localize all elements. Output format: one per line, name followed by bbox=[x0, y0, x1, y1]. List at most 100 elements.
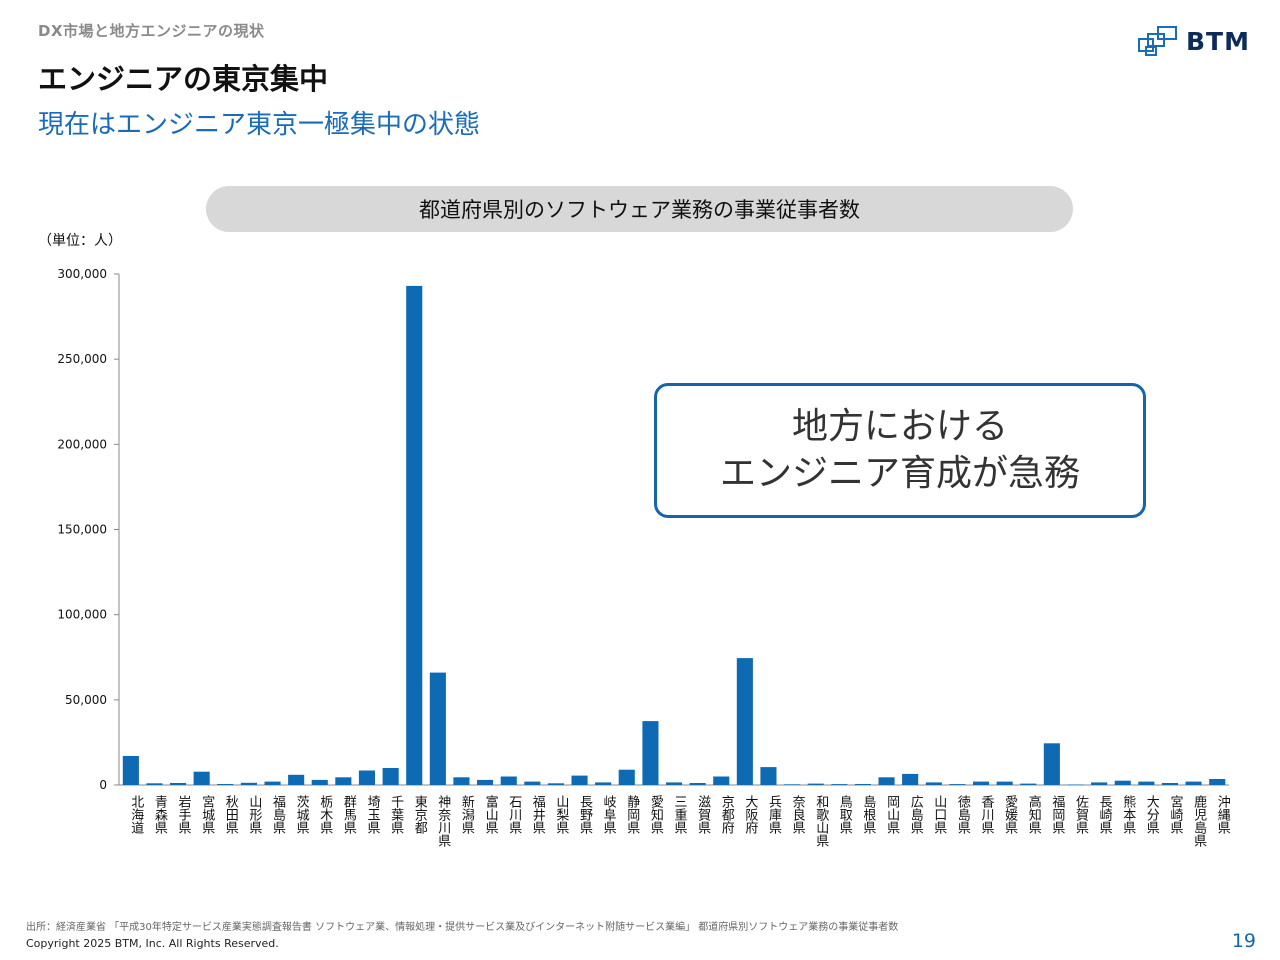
bar bbox=[547, 783, 564, 785]
btm-logo-icon bbox=[1138, 26, 1177, 56]
x-tick-label: 沖縄県 bbox=[1215, 795, 1231, 834]
bar bbox=[902, 773, 919, 785]
x-tick-label: 愛媛県 bbox=[1002, 795, 1018, 834]
bar bbox=[217, 784, 234, 785]
bar bbox=[1209, 779, 1226, 785]
x-tick-label: 宮城県 bbox=[199, 794, 215, 834]
x-tick-label: 京都府 bbox=[719, 795, 735, 835]
y-tick-label: 200,000 bbox=[57, 437, 107, 451]
x-tick-label: 千葉県 bbox=[388, 795, 404, 834]
bar bbox=[382, 768, 399, 785]
breadcrumb: DX市場と地方エンジニアの現状 bbox=[38, 22, 265, 40]
x-tick-label: 愛知県 bbox=[648, 795, 664, 834]
x-tick-label: 山形県 bbox=[246, 795, 262, 834]
x-tick-label: 福島県 bbox=[270, 795, 286, 834]
x-tick-label: 青森県 bbox=[152, 795, 168, 834]
y-tick-label: 300,000 bbox=[57, 267, 107, 281]
bar-chart: 0 50,000 100,000 150,000 200,000 250,000 300,0… bbox=[57, 267, 1231, 847]
x-tick-label: 長野県 bbox=[577, 795, 593, 834]
y-tick-label: 0 bbox=[99, 778, 107, 792]
x-tick-label: 福岡県 bbox=[1049, 795, 1065, 834]
bar bbox=[666, 782, 683, 785]
bar bbox=[878, 777, 895, 785]
bar bbox=[1091, 782, 1108, 785]
bar bbox=[170, 783, 187, 785]
x-tick-label: 高知県 bbox=[1026, 794, 1042, 834]
page-number: 19 bbox=[1231, 930, 1256, 952]
bar bbox=[477, 779, 494, 785]
x-tick-label: 北海道 bbox=[128, 795, 144, 834]
x-tick-label: 佐賀県 bbox=[1073, 795, 1089, 834]
x-tick-label: 奈良県 bbox=[790, 795, 806, 834]
bar bbox=[996, 781, 1013, 785]
x-tick-label: 静岡県 bbox=[624, 795, 640, 834]
logo-text: BTM bbox=[1186, 26, 1250, 56]
x-tick-label: 神奈川県 bbox=[435, 795, 451, 847]
copyright: Copyright 2025 BTM, Inc. All Rights Rese… bbox=[26, 937, 279, 950]
logo: BTM bbox=[1138, 24, 1250, 58]
x-tick-label: 熊本県 bbox=[1120, 794, 1136, 834]
bar bbox=[831, 784, 848, 785]
y-tick-label: 150,000 bbox=[57, 523, 107, 537]
bar bbox=[736, 658, 753, 785]
bar bbox=[760, 767, 777, 785]
x-tick-label: 石川県 bbox=[506, 795, 522, 834]
x-tick-label: 島根県 bbox=[860, 795, 876, 834]
x-tick-label: 和歌山県 bbox=[813, 795, 829, 847]
page-title: エンジニアの東京集中 bbox=[38, 62, 329, 96]
bar bbox=[311, 779, 328, 785]
bar bbox=[524, 781, 541, 785]
x-tick-label: 山梨県 bbox=[553, 795, 569, 834]
y-tick-label: 250,000 bbox=[57, 352, 107, 366]
x-tick-label: 大分県 bbox=[1144, 795, 1160, 834]
bar bbox=[854, 784, 871, 785]
x-tick-label: 長崎県 bbox=[1097, 795, 1113, 834]
x-tick-label: 鳥取県 bbox=[837, 795, 853, 834]
x-tick-label: 福井県 bbox=[530, 795, 546, 834]
x-tick-label: 大阪府 bbox=[742, 795, 758, 835]
x-tick-label: 宮崎県 bbox=[1168, 794, 1184, 834]
bar bbox=[689, 783, 706, 785]
bar bbox=[146, 783, 163, 785]
x-tick-label: 栃木県 bbox=[317, 795, 333, 834]
x-tick-label: 埼玉県 bbox=[365, 795, 381, 834]
bar bbox=[1020, 783, 1037, 785]
bar bbox=[453, 777, 470, 785]
bar bbox=[571, 775, 588, 785]
page-subtitle: 現在はエンジニア東京一極集中の状態 bbox=[38, 110, 481, 140]
callout-box: 地方における エンジニア育成が急務 bbox=[654, 383, 1146, 518]
bar bbox=[264, 781, 281, 785]
y-tick-label: 50,000 bbox=[65, 693, 107, 707]
x-tick-label: 広島県 bbox=[908, 795, 924, 834]
bar bbox=[1138, 781, 1155, 785]
bar bbox=[618, 769, 635, 785]
bar bbox=[193, 771, 210, 785]
bar bbox=[807, 783, 824, 785]
callout-line-1: 地方における bbox=[791, 405, 1008, 447]
y-tick-label: 100,000 bbox=[57, 608, 107, 622]
bar bbox=[642, 721, 659, 785]
x-tick-label: 香川県 bbox=[979, 795, 995, 834]
bar bbox=[949, 784, 966, 785]
unit-label: （単位：人） bbox=[38, 233, 122, 249]
callout-line-2: エンジニア育成が急務 bbox=[719, 452, 1080, 494]
bar bbox=[429, 672, 446, 785]
bar bbox=[122, 756, 139, 785]
x-tick-label: 鹿児島県 bbox=[1191, 794, 1207, 847]
bar bbox=[500, 776, 517, 785]
chart-title: 都道府県別のソフトウェア業務の事業従事者数 bbox=[206, 186, 1073, 232]
x-tick-label: 滋賀県 bbox=[695, 795, 711, 834]
x-tick-label: 岐阜県 bbox=[601, 795, 617, 834]
bar bbox=[288, 774, 305, 785]
x-tick-label: 山口県 bbox=[931, 795, 947, 834]
x-tick-label: 三重県 bbox=[672, 795, 688, 834]
bar bbox=[784, 784, 801, 785]
x-tick-label: 岡山県 bbox=[884, 795, 900, 834]
bar bbox=[335, 777, 352, 785]
bar bbox=[406, 285, 423, 785]
bar bbox=[1185, 781, 1202, 785]
bar bbox=[713, 776, 730, 785]
x-tick-label: 群馬県 bbox=[341, 795, 357, 834]
bar bbox=[240, 782, 257, 785]
x-tick-label: 東京都 bbox=[412, 794, 428, 834]
